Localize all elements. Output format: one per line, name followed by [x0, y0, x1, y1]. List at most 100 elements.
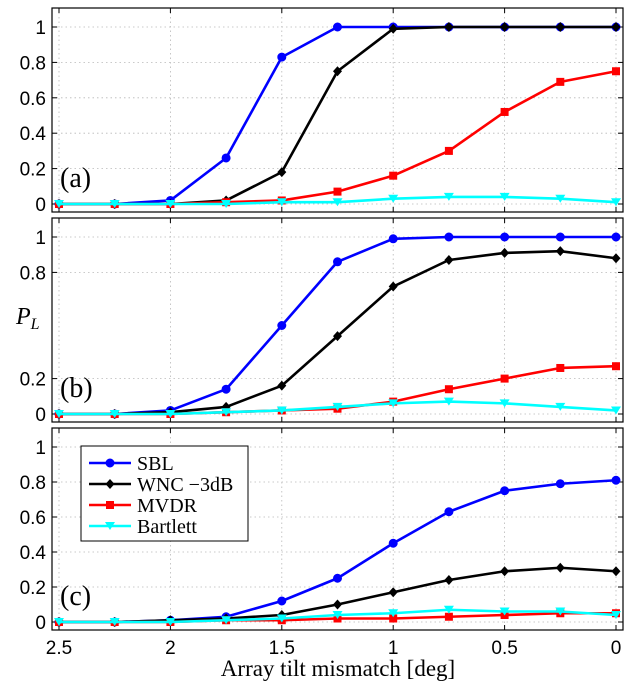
data-point-mvdr [556, 77, 565, 86]
data-point-wnc-3db [388, 281, 398, 292]
y-tick-label: 0.8 [20, 263, 46, 284]
data-point-bartlett [499, 399, 510, 408]
data-point-bartlett [332, 611, 343, 619]
data-point-sbl [555, 232, 565, 242]
data-point-sbl [277, 52, 287, 62]
data-point-wnc-3db [500, 247, 510, 258]
data-point-wnc-3db [555, 562, 565, 573]
y-tick-label: 1 [35, 438, 46, 459]
data-point-mvdr [444, 385, 453, 394]
x-tick-label: 2.5 [46, 638, 72, 659]
y-tick-label: 0.2 [20, 370, 46, 391]
y-tick-label: 0.6 [20, 508, 46, 529]
legend-entry-mvdr: MVDR [89, 495, 198, 517]
data-point-wnc-3db [333, 599, 342, 610]
data-point-mvdr [444, 146, 453, 155]
series-wnc-3db [54, 246, 621, 419]
data-point-mvdr [500, 107, 509, 116]
data-point-bartlett [165, 618, 176, 626]
data-point-sbl [611, 475, 621, 485]
x-tick-label: 2 [165, 638, 176, 659]
data-point-wnc-3db [555, 22, 565, 32]
legend-marker [106, 501, 114, 509]
series-bartlett [54, 192, 621, 208]
x-tick-label: 1.5 [269, 638, 295, 659]
y-tick-label: 0 [35, 613, 46, 634]
data-point-wnc-3db [500, 566, 510, 577]
data-point-wnc-3db [333, 66, 342, 77]
legend-label: Bartlett [137, 516, 197, 538]
data-point-bartlett [221, 616, 232, 625]
data-point-sbl [444, 232, 454, 242]
data-point-sbl [333, 22, 342, 32]
data-point-wnc-3db [444, 575, 454, 585]
data-point-bartlett [388, 194, 399, 203]
legend-label: SBL [137, 453, 174, 475]
data-point-bartlett [388, 399, 399, 408]
data-point-bartlett [388, 609, 399, 618]
data-point-bartlett [221, 200, 232, 208]
x-axis-label: Array tilt mismatch [deg] [221, 656, 455, 681]
data-point-bartlett [611, 611, 621, 619]
y-tick-label: 0 [35, 405, 46, 426]
data-point-wnc-3db [444, 255, 454, 266]
data-point-mvdr [612, 67, 620, 76]
data-point-bartlett [443, 605, 454, 614]
data-point-bartlett [276, 614, 287, 623]
data-point-bartlett [443, 192, 454, 201]
legend-label: WNC −3dB [137, 474, 233, 496]
legend-entry-bartlett: Bartlett [89, 516, 197, 538]
y-tick-label: 0.2 [20, 578, 46, 599]
data-point-bartlett [165, 410, 176, 418]
data-point-sbl [277, 321, 287, 330]
series-line-wnc-3db [59, 25, 616, 206]
data-point-mvdr [556, 363, 565, 372]
data-point-mvdr [389, 614, 398, 623]
series-bartlett [54, 397, 621, 418]
data-point-sbl [388, 538, 398, 548]
panel-label: (a) [60, 163, 91, 194]
data-point-bartlett [54, 200, 64, 208]
series-bartlett [54, 605, 621, 626]
data-point-bartlett [555, 402, 566, 411]
data-point-sbl [500, 232, 510, 242]
data-point-wnc-3db [555, 246, 565, 257]
data-point-wnc-3db [333, 331, 342, 342]
panel-label: (c) [60, 581, 91, 612]
data-point-bartlett [109, 200, 120, 208]
legend-marker [105, 458, 115, 468]
data-point-sbl [611, 232, 621, 242]
data-point-wnc-3db [611, 566, 621, 577]
panel-label: (b) [60, 373, 93, 404]
series-sbl [54, 22, 621, 209]
data-point-bartlett [109, 410, 120, 418]
data-point-mvdr [500, 374, 509, 383]
data-point-bartlett [276, 198, 287, 207]
data-point-sbl [555, 479, 565, 489]
data-point-wnc-3db [277, 167, 287, 178]
data-point-bartlett [611, 406, 621, 415]
series-wnc-3db [54, 22, 621, 209]
data-point-bartlett [332, 198, 343, 207]
series-sbl [54, 232, 621, 419]
data-point-bartlett [555, 607, 566, 616]
data-point-bartlett [555, 194, 566, 203]
data-point-sbl [333, 257, 342, 267]
panel-b: 0 0.2 0.8 1 (b) PL [15, 217, 624, 426]
y-tick-label: 0.6 [20, 89, 46, 110]
axes-frame [51, 7, 624, 213]
data-point-bartlett [332, 402, 343, 411]
series-mvdr [55, 67, 620, 208]
data-point-bartlett [499, 607, 510, 616]
data-point-wnc-3db [277, 380, 287, 391]
y-axis-label: PL [15, 304, 40, 333]
legend-entry-wnc-3db: WNC −3dB [89, 474, 233, 496]
data-point-bartlett [443, 397, 454, 406]
x-tick-label: 1 [388, 638, 399, 659]
y-tick-label: 0.2 [20, 160, 46, 181]
grid [52, 218, 623, 422]
data-point-wnc-3db [611, 253, 621, 264]
series-line-sbl [59, 25, 616, 206]
